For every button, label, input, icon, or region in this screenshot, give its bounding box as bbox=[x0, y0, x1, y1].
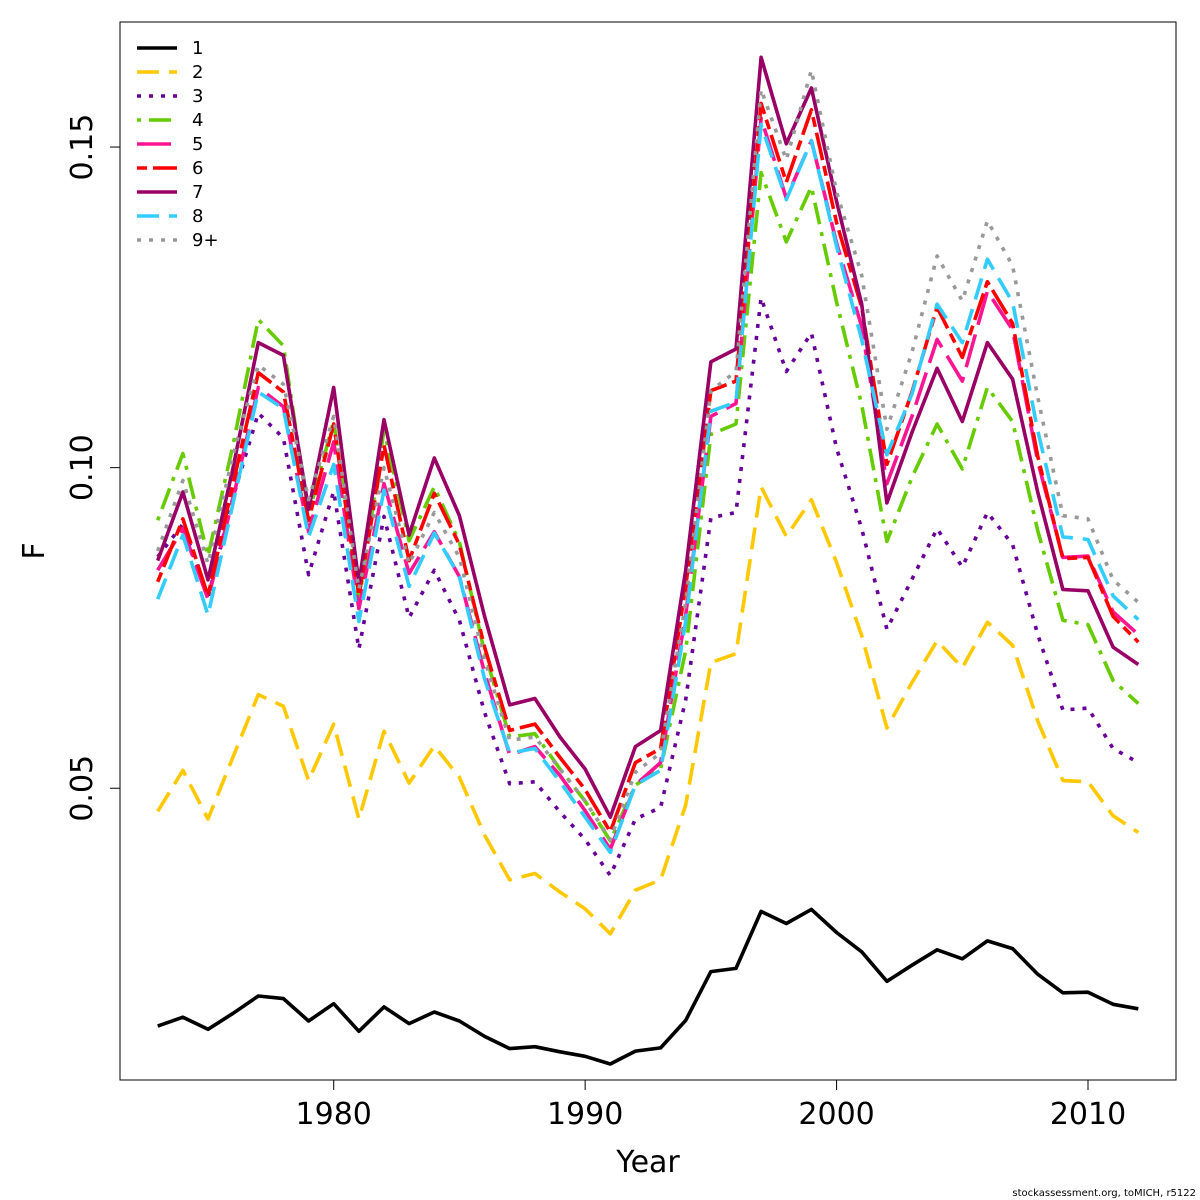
series-line-9+ bbox=[156, 68, 1140, 842]
plot-area-frame bbox=[119, 21, 1177, 1081]
x-tick-label: 2010 bbox=[1050, 1097, 1126, 1132]
legend: 1 2 3 4 5 6 7 8 9+ bbox=[137, 38, 219, 251]
x-tick-label: 2000 bbox=[798, 1097, 874, 1132]
legend-label: 5 bbox=[192, 134, 203, 155]
y-tick-label: 0.15 bbox=[65, 114, 100, 181]
x-tick-label: 1980 bbox=[296, 1097, 372, 1132]
x-axis-title: Year bbox=[615, 1145, 680, 1180]
legend-label: 9+ bbox=[192, 230, 219, 251]
y-tick-label: 0.05 bbox=[65, 755, 100, 822]
series-layer bbox=[156, 55, 1140, 1066]
legend-label: 1 bbox=[192, 38, 203, 59]
legend-label: 3 bbox=[192, 86, 203, 107]
legend-label: 2 bbox=[192, 62, 203, 83]
legend-label: 4 bbox=[192, 110, 203, 131]
legend-label: 7 bbox=[192, 182, 203, 203]
footer-credit: stockassessment.org, toMICH, r5122 bbox=[1012, 1188, 1196, 1199]
series-line-1 bbox=[157, 907, 1139, 1066]
y-axis-title: F bbox=[17, 542, 52, 559]
x-tick-label: 1990 bbox=[547, 1097, 623, 1132]
y-tick-label: 0.10 bbox=[65, 434, 100, 501]
legend-label: 6 bbox=[192, 158, 203, 179]
axis-layer: 1980 1990 2000 2010 0.05 0.10 0.15 bbox=[65, 114, 1126, 1132]
series-line-6 bbox=[156, 101, 1140, 834]
series-line-8 bbox=[156, 122, 1140, 855]
legend-label: 8 bbox=[192, 206, 203, 227]
series-line-5 bbox=[156, 116, 1140, 852]
series-line-2 bbox=[156, 485, 1140, 936]
series-line-7 bbox=[156, 55, 1140, 819]
series-line-3 bbox=[156, 295, 1140, 878]
